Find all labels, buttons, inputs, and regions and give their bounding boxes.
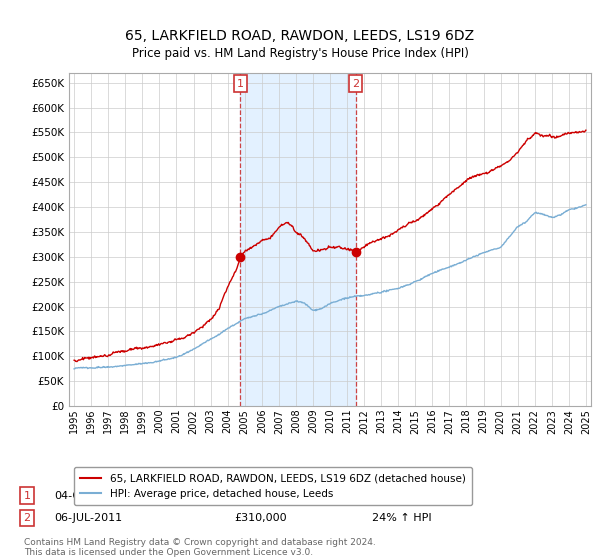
Text: 1: 1 (237, 79, 244, 88)
Bar (241, 73, 356, 406)
Text: 2: 2 (352, 79, 359, 88)
Text: 06-JUL-2011: 06-JUL-2011 (54, 513, 122, 523)
Text: 28% ↑ HPI: 28% ↑ HPI (372, 491, 431, 501)
Text: £300,000: £300,000 (234, 491, 287, 501)
Text: £310,000: £310,000 (234, 513, 287, 523)
Legend: 65, LARKFIELD ROAD, RAWDON, LEEDS, LS19 6DZ (detached house), HPI: Average price: 65, LARKFIELD ROAD, RAWDON, LEEDS, LS19 … (74, 467, 472, 505)
Text: Contains HM Land Registry data © Crown copyright and database right 2024.
This d: Contains HM Land Registry data © Crown c… (24, 538, 376, 557)
Text: 2: 2 (23, 513, 31, 523)
Text: 1: 1 (23, 491, 31, 501)
Text: 04-OCT-2004: 04-OCT-2004 (54, 491, 127, 501)
Text: 24% ↑ HPI: 24% ↑ HPI (372, 513, 431, 523)
Text: Price paid vs. HM Land Registry's House Price Index (HPI): Price paid vs. HM Land Registry's House … (131, 46, 469, 60)
Text: 65, LARKFIELD ROAD, RAWDON, LEEDS, LS19 6DZ: 65, LARKFIELD ROAD, RAWDON, LEEDS, LS19 … (125, 29, 475, 44)
